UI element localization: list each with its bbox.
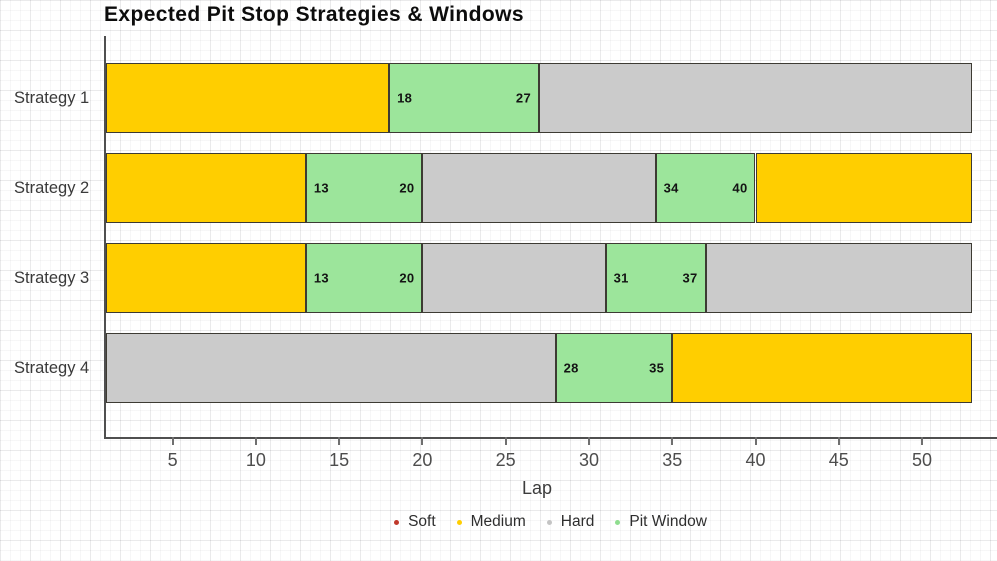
x-tick-mark bbox=[671, 437, 674, 445]
pit-window-end-lap: 27 bbox=[515, 90, 531, 106]
x-tick-label: 10 bbox=[245, 450, 266, 470]
segment-pit-window: 31 37 bbox=[605, 243, 706, 313]
pit-window-start-lap: 13 bbox=[313, 270, 329, 286]
strategy-row: 18 27 bbox=[106, 63, 972, 133]
segment-hard bbox=[422, 153, 656, 223]
pit-window-start-lap: 28 bbox=[563, 360, 579, 376]
x-tick-label: 40 bbox=[745, 450, 766, 470]
segment-pit-window: 13 20 bbox=[305, 243, 423, 313]
segment-hard bbox=[106, 333, 556, 403]
row-label-strategy-2: Strategy 2 bbox=[14, 178, 90, 197]
pit-window-end-lap: 20 bbox=[399, 270, 415, 286]
x-tick-label: 5 bbox=[167, 450, 178, 470]
x-tick-mark bbox=[921, 437, 924, 445]
x-tick-mark bbox=[254, 437, 257, 445]
legend: Soft Medium Hard Pit Window bbox=[104, 513, 997, 531]
segment-hard bbox=[705, 243, 972, 313]
segment-medium bbox=[672, 333, 972, 403]
legend-dot-icon bbox=[546, 519, 552, 525]
legend-label: Medium bbox=[470, 513, 526, 530]
segment-pit-window: 18 27 bbox=[389, 63, 539, 133]
x-tick-label: 50 bbox=[912, 450, 933, 470]
legend-dot-icon bbox=[394, 519, 400, 525]
bars-region: 18 27 13 20 34 40 13 20 31 37 28 35 5 10 15 20 25 30 35 40 4… bbox=[106, 36, 972, 470]
pit-window-start-lap: 34 bbox=[663, 180, 679, 196]
pit-window-start-lap: 13 bbox=[313, 180, 329, 196]
legend-dot-icon bbox=[615, 519, 621, 525]
x-tick-mark bbox=[504, 437, 507, 445]
x-tick-mark bbox=[338, 437, 341, 445]
pit-window-start-lap: 31 bbox=[613, 270, 629, 286]
x-tick-label: 45 bbox=[828, 450, 849, 470]
x-tick-label: 20 bbox=[412, 450, 433, 470]
legend-item-pit-window: Pit Window bbox=[615, 513, 707, 531]
legend-item-soft: Soft bbox=[394, 513, 436, 531]
row-label-strategy-3: Strategy 3 bbox=[14, 268, 90, 287]
x-tick-label: 30 bbox=[578, 450, 599, 470]
row-label-strategy-4: Strategy 4 bbox=[14, 358, 90, 377]
x-tick-mark bbox=[837, 437, 840, 445]
pit-window-end-lap: 20 bbox=[399, 180, 415, 196]
row-label-strategy-1: Strategy 1 bbox=[14, 88, 90, 107]
segment-pit-window: 28 35 bbox=[555, 333, 673, 403]
x-tick-mark bbox=[421, 437, 424, 445]
segment-pit-window: 34 40 bbox=[655, 153, 756, 223]
pit-window-end-lap: 35 bbox=[649, 360, 665, 376]
segment-pit-window: 13 20 bbox=[305, 153, 423, 223]
x-axis-label: Lap bbox=[521, 478, 553, 498]
pit-window-end-lap: 37 bbox=[682, 270, 698, 286]
segment-hard bbox=[539, 63, 972, 133]
pit-window-start-lap: 18 bbox=[397, 90, 413, 106]
strategy-row: 13 20 31 37 bbox=[106, 243, 972, 313]
x-tick-label: 15 bbox=[329, 450, 350, 470]
legend-dot-icon bbox=[456, 519, 462, 525]
x-tick-mark bbox=[171, 437, 174, 445]
pit-window-end-lap: 40 bbox=[732, 180, 748, 196]
segment-medium bbox=[106, 153, 306, 223]
legend-item-hard: Hard bbox=[546, 513, 595, 531]
segment-medium bbox=[106, 63, 390, 133]
segment-medium bbox=[106, 243, 306, 313]
legend-item-medium: Medium bbox=[456, 513, 526, 531]
strategy-row: 28 35 bbox=[106, 333, 972, 403]
segment-hard bbox=[422, 243, 606, 313]
x-tick-mark bbox=[754, 437, 757, 445]
segment-medium bbox=[755, 153, 972, 223]
x-tick-mark bbox=[587, 437, 590, 445]
legend-label: Hard bbox=[560, 513, 595, 530]
legend-label: Soft bbox=[408, 513, 436, 530]
x-tick-label: 25 bbox=[495, 450, 516, 470]
strategy-row: 13 20 34 40 bbox=[106, 153, 972, 223]
plot-area: 18 27 13 20 34 40 13 20 31 37 28 35 5 10 15 20 25 30 35 40 4… bbox=[104, 36, 997, 470]
chart-title: Expected Pit Stop Strategies & Windows bbox=[104, 3, 524, 26]
legend-label: Pit Window bbox=[629, 513, 707, 530]
x-tick-label: 35 bbox=[662, 450, 683, 470]
